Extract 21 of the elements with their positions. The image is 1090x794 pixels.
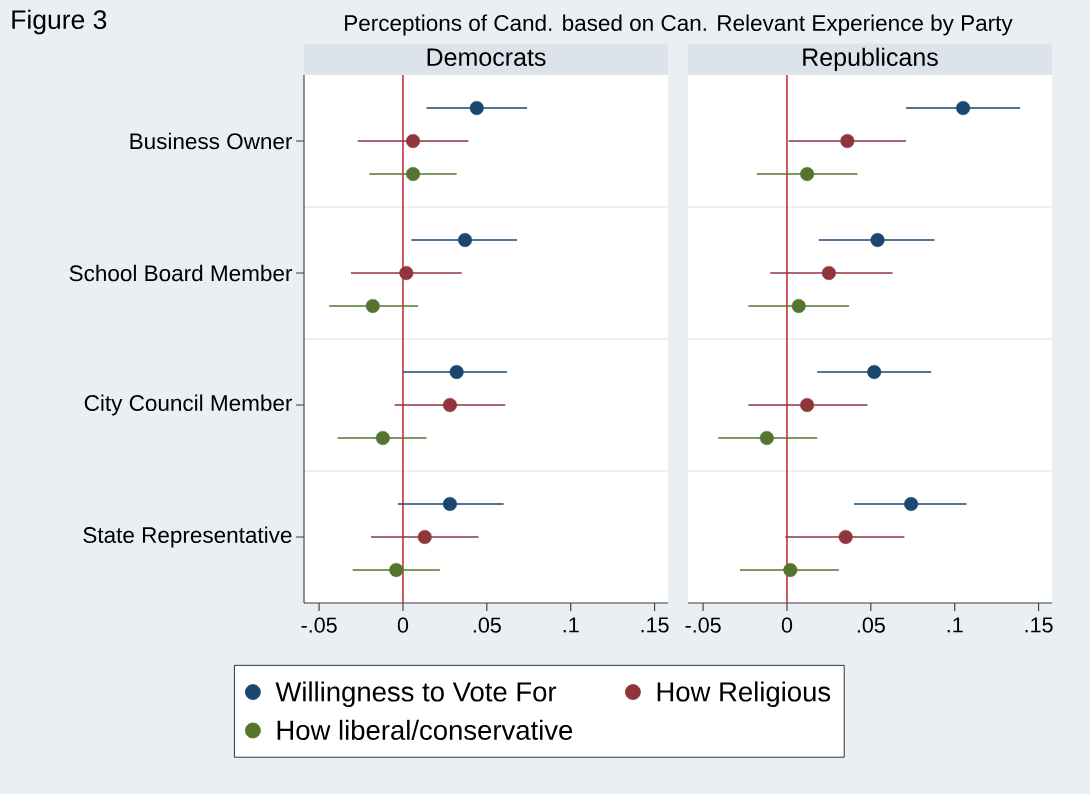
chart-title: Democrats xyxy=(427,48,546,67)
x-tick-label: .15 xyxy=(641,617,669,633)
x-tick-label: .15 xyxy=(1025,617,1053,633)
x-tick-label: -.05 xyxy=(301,617,337,633)
legend-label: Willingness to Vote For xyxy=(275,681,557,708)
x-tick-label: -.05 xyxy=(685,617,721,633)
x-tick-label: 0 xyxy=(781,617,793,633)
legend-label: How liberal/conservative xyxy=(277,719,573,740)
x-tick-label: 0 xyxy=(397,617,409,633)
x-tick-label: .1 xyxy=(947,617,963,633)
x-tick-label: .05 xyxy=(857,617,885,633)
x-tick-label: .1 xyxy=(563,617,579,633)
y-tick-label: School Board Member xyxy=(69,264,293,282)
y-tick-label: State Representative xyxy=(83,526,292,548)
chart-title: Republicans xyxy=(803,47,938,71)
y-tick-label: City Council Member xyxy=(84,394,293,416)
x-tick-label: .05 xyxy=(473,617,501,633)
text: Perceptions of Cand. based on Can. Relevant Experience by Party xyxy=(345,14,1013,36)
caption: Figure 3 xyxy=(12,9,107,35)
y-tick-label: Business Owner xyxy=(130,132,293,150)
legend-label: How Religious xyxy=(657,681,831,708)
